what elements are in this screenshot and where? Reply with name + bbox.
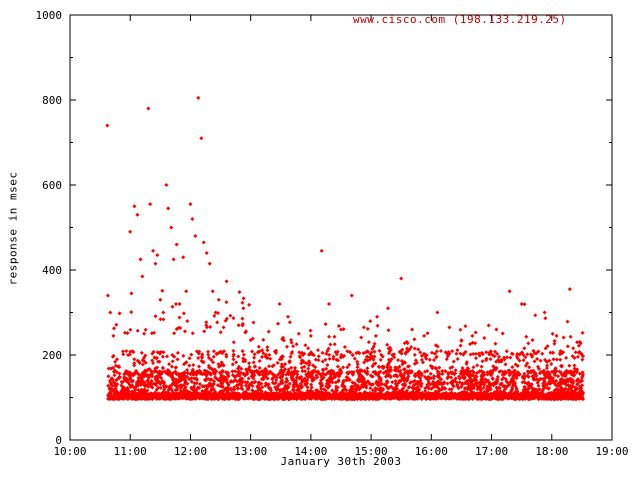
svg-text:15:00: 15:00 <box>355 445 388 458</box>
svg-text:200: 200 <box>42 349 62 362</box>
chart-title: www.cisco.com (198.133.219.25) <box>353 13 567 26</box>
axes <box>69 14 613 441</box>
svg-text:16:00: 16:00 <box>415 445 448 458</box>
svg-text:12:00: 12:00 <box>174 445 207 458</box>
svg-text:800: 800 <box>42 94 62 107</box>
svg-text:600: 600 <box>42 179 62 192</box>
svg-text:11:00: 11:00 <box>114 445 147 458</box>
scatter-points <box>105 95 586 402</box>
tick-labels: 10:00 11:00 12:00 13:00 14:00 15:00 16:00 17:00… <box>36 9 629 458</box>
svg-text:17:00: 17:00 <box>475 445 508 458</box>
svg-text:0: 0 <box>55 434 62 447</box>
x-axis-label: January 30th 2003 <box>280 455 402 468</box>
svg-text:13:00: 13:00 <box>234 445 267 458</box>
svg-text:1000: 1000 <box>36 9 63 22</box>
svg-text:19:00: 19:00 <box>595 445 628 458</box>
svg-text:18:00: 18:00 <box>535 445 568 458</box>
svg-text:400: 400 <box>42 264 62 277</box>
y-axis-label: response in msec <box>6 171 20 286</box>
svg-text:10:00: 10:00 <box>53 445 86 458</box>
svg-text:14:00: 14:00 <box>294 445 327 458</box>
